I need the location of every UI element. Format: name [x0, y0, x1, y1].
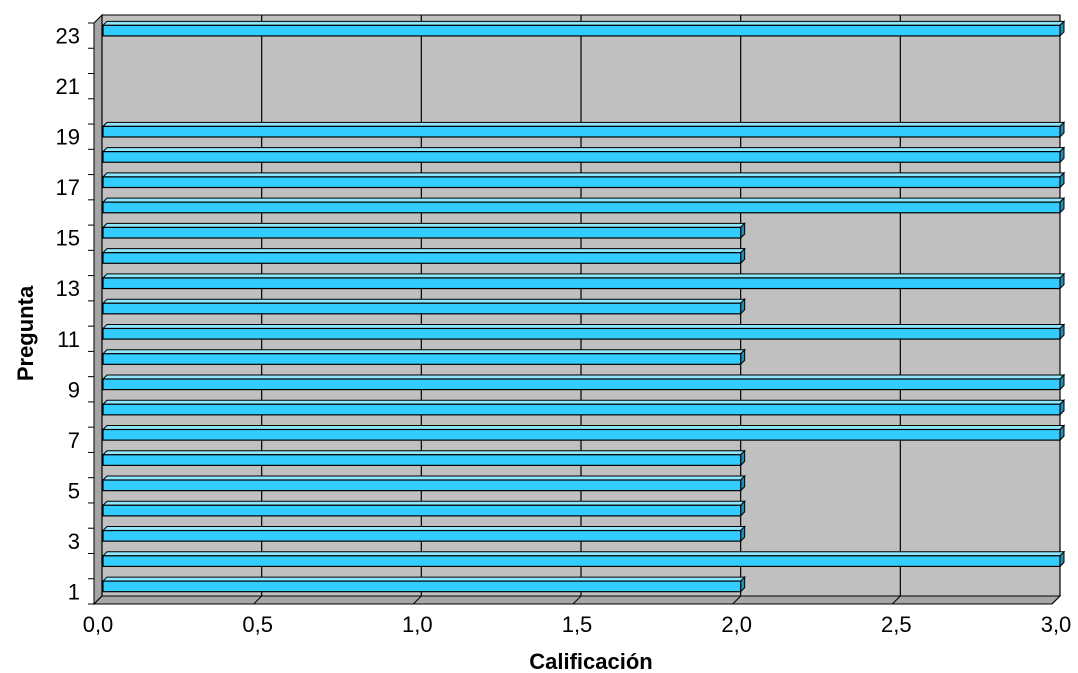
bar-top	[101, 374, 1066, 380]
bar	[101, 297, 746, 316]
bar	[101, 272, 1066, 290]
bar	[101, 500, 746, 518]
bar-face	[102, 201, 1061, 214]
bar-top	[101, 197, 1066, 203]
y-axis-title: Pregunta	[13, 285, 38, 381]
floor-grid	[412, 595, 422, 605]
bar-top	[101, 298, 746, 304]
x-tick-label: 3,0	[1041, 612, 1072, 637]
bar-top	[101, 273, 1066, 279]
bar	[101, 247, 746, 265]
y-tick-label: 17	[56, 175, 80, 200]
bar	[101, 146, 1066, 164]
bar-face	[102, 529, 742, 542]
bar-face	[102, 226, 742, 239]
bar-face	[102, 24, 1061, 37]
bar-top	[101, 424, 1066, 430]
y-tick-label: 23	[56, 24, 80, 49]
bar	[101, 373, 1066, 391]
y-tick-label: 3	[68, 529, 80, 554]
bar-face	[102, 555, 1061, 568]
bar-top	[101, 121, 1066, 127]
bar-face	[102, 403, 1061, 416]
bar	[101, 20, 1066, 38]
bar-face	[102, 580, 742, 593]
bar-top	[101, 450, 746, 456]
floor-grid	[572, 595, 582, 605]
bar-top	[101, 323, 1066, 329]
side-wall	[93, 13, 103, 606]
bar	[101, 474, 746, 492]
bar-face	[102, 252, 742, 264]
y-tick-label: 21	[56, 74, 80, 99]
bar-top	[101, 576, 746, 582]
bar-top	[101, 551, 1066, 557]
bar	[101, 575, 746, 593]
bar-face	[102, 504, 742, 517]
y-tick-label: 13	[56, 276, 80, 301]
bar-top	[101, 399, 1066, 405]
x-tick-label: 0,5	[242, 612, 273, 637]
bar-top	[101, 349, 746, 355]
bar	[101, 348, 746, 366]
bar-face	[102, 125, 1061, 138]
y-tick-label: 5	[68, 478, 80, 503]
bar	[101, 424, 1066, 442]
bar	[101, 550, 1066, 568]
y-tick-label: 7	[68, 428, 80, 453]
bar-top	[101, 222, 746, 228]
bar-top	[101, 172, 1066, 178]
floor-grid	[891, 595, 901, 605]
bar	[101, 399, 1066, 417]
bar-face	[102, 378, 1061, 391]
floor-grid	[253, 595, 263, 605]
y-tick-label: 15	[56, 226, 80, 251]
bars	[101, 20, 1066, 593]
bar-face	[102, 176, 1061, 189]
floor-grid	[93, 595, 103, 605]
bar-face	[102, 151, 1061, 163]
x-tick-label: 0,0	[83, 612, 114, 637]
bar	[101, 196, 1066, 214]
y-tick-label: 19	[56, 125, 80, 150]
x-tick-label: 2,5	[881, 612, 912, 637]
bar-face	[102, 479, 742, 492]
bar-top	[101, 147, 1066, 153]
bar-face	[102, 454, 742, 466]
x-tick-label: 1,0	[402, 612, 433, 637]
x-tick-label: 2,0	[721, 612, 752, 637]
bar	[101, 525, 746, 543]
bar-top	[101, 248, 746, 254]
bar	[101, 449, 746, 467]
bar-top	[101, 500, 746, 506]
x-tick-label: 1,5	[562, 612, 593, 637]
bar-top	[101, 475, 746, 481]
bar	[101, 222, 746, 240]
bar-face	[102, 302, 742, 315]
bar-face	[102, 428, 1061, 441]
bar-face	[102, 353, 742, 365]
y-tick-label: 1	[68, 579, 80, 604]
floor-grid	[732, 595, 742, 605]
bar-face	[102, 327, 1061, 340]
floor-grid	[1051, 595, 1061, 605]
bar	[101, 121, 1066, 139]
y-tick-label: 9	[68, 377, 80, 402]
x-axis-title: Calificación	[529, 649, 652, 673]
bar-top	[101, 526, 746, 532]
bar	[101, 323, 1066, 341]
y-tick-label: 11	[57, 327, 80, 352]
bar	[101, 171, 1066, 189]
bar-face	[102, 277, 1061, 290]
